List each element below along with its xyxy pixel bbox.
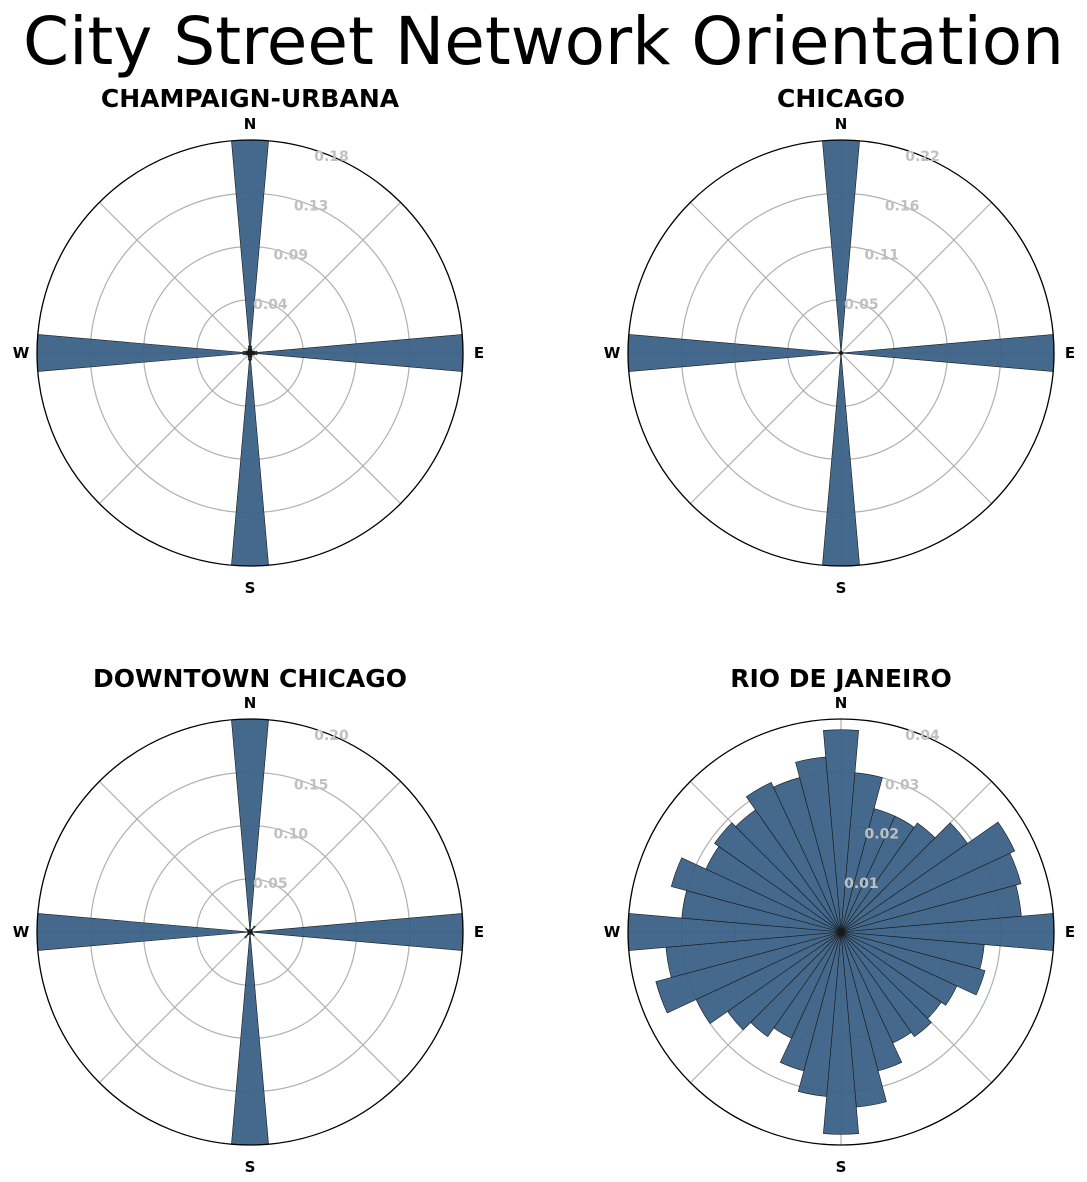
panel-title: CHICAGO — [777, 84, 905, 113]
orientation-bar — [823, 931, 859, 1135]
radial-tick-label: 0.09 — [274, 248, 309, 264]
radial-tick-label: 0.04 — [253, 297, 288, 313]
orientation-bar — [840, 821, 1016, 933]
grid-spoke — [249, 780, 402, 933]
orientation-bar — [840, 931, 986, 996]
orientation-bar — [247, 345, 251, 354]
orientation-bar — [249, 929, 251, 933]
orientation-bar — [670, 857, 842, 933]
compass-label: S — [245, 579, 256, 597]
orientation-bar — [249, 913, 464, 951]
compass-label: N — [835, 694, 848, 712]
compass-label: N — [244, 694, 257, 712]
panel-title: RIO DE JANEIRO — [730, 664, 952, 693]
grid-spoke — [98, 931, 251, 1084]
grid-spoke — [840, 201, 993, 354]
radial-tick-label: 0.05 — [844, 297, 879, 313]
orientation-bar — [655, 931, 842, 1014]
compass-label: W — [604, 923, 621, 941]
panel-title: CHAMPAIGN-URBANA — [101, 84, 400, 113]
outer-circle — [627, 139, 1055, 567]
panel-title: DOWNTOWN CHICAGO — [93, 664, 407, 693]
orientation-bar — [795, 756, 842, 933]
grid-spoke — [689, 352, 842, 505]
polar-plot: 0.05 0.10 0.15 0.20 N E S W — [13, 694, 484, 1176]
orientation-bar — [840, 852, 1022, 933]
orientation-bar — [231, 352, 269, 567]
orientation-bar — [840, 931, 932, 1038]
compass-label: N — [835, 115, 848, 133]
orientation-bar — [797, 931, 842, 1097]
orientation-bar — [823, 729, 859, 933]
orientation-bar — [231, 931, 269, 1146]
panel-champaign-urbana: CHAMPAIGN-URBANA 0.04 0.09 0.13 0.18 N E S W — [13, 84, 484, 597]
radial-tick-label: 0.01 — [844, 876, 879, 892]
panel-chicago: CHICAGO 0.05 0.11 0.16 0.22 N E S W — [604, 84, 1075, 597]
orientation-bar — [36, 913, 251, 951]
grid-spoke — [689, 201, 842, 354]
radial-tick-label: 0.10 — [274, 827, 309, 843]
orientation-bar — [231, 139, 269, 354]
orientation-bar — [231, 718, 269, 933]
radial-tick-label: 0.16 — [885, 198, 920, 214]
orientation-bar — [745, 781, 842, 933]
compass-label: S — [836, 1158, 847, 1176]
compass-label: E — [474, 923, 484, 941]
radial-tick-label: 0.22 — [905, 149, 940, 165]
orientation-bar — [822, 139, 860, 354]
radial-tick-label: 0.13 — [294, 198, 329, 214]
outer-circle — [36, 139, 464, 567]
radial-tick-label: 0.05 — [253, 876, 288, 892]
orientation-bar — [249, 334, 464, 372]
grid-spoke — [249, 201, 402, 354]
radial-tick-label: 0.20 — [314, 728, 349, 744]
radial-tick-label: 0.02 — [865, 827, 900, 843]
panel-rio-de-janeiro: RIO DE JANEIRO 0.01 0.02 0.03 0.04 N E S W — [604, 664, 1075, 1176]
grid-spoke — [98, 201, 251, 354]
radial-tick-label: 0.15 — [294, 777, 329, 793]
orientation-bar — [840, 772, 883, 933]
compass-label: E — [474, 344, 484, 362]
radial-tick-label: 0.11 — [865, 248, 900, 264]
radial-tick-label: 0.03 — [885, 777, 920, 793]
compass-label: E — [1065, 344, 1075, 362]
orientation-bar — [714, 822, 842, 933]
grid-spoke — [249, 352, 402, 505]
outer-circle — [36, 718, 464, 1146]
orientation-bar — [840, 931, 958, 1006]
orientation-bar — [840, 350, 842, 354]
orientation-bar — [627, 334, 842, 372]
polar-plot: 0.04 0.09 0.13 0.18 N E S W — [13, 115, 484, 597]
outer-circle — [627, 718, 1055, 1146]
compass-label: S — [836, 579, 847, 597]
grid-spoke — [98, 780, 251, 933]
orientation-bar — [822, 352, 860, 567]
radial-tick-label: 0.18 — [314, 149, 349, 165]
compass-label: W — [13, 344, 30, 362]
compass-label: W — [604, 344, 621, 362]
grid-spoke — [840, 352, 993, 505]
compass-label: W — [13, 923, 30, 941]
compass-label: N — [244, 115, 257, 133]
grid-spoke — [249, 931, 402, 1084]
orientation-bar — [36, 334, 251, 372]
radial-tick-label: 0.04 — [905, 728, 940, 744]
figure-title: City Street Network Orientation — [22, 3, 1064, 80]
orientation-bar — [840, 334, 1055, 372]
orientation-bar — [779, 931, 842, 1072]
polar-plot: 0.05 0.11 0.16 0.22 N E S W — [604, 115, 1075, 597]
compass-label: E — [1065, 923, 1075, 941]
polar-plot: 0.01 0.02 0.03 0.04 N E S W — [604, 694, 1075, 1176]
compass-label: S — [245, 1158, 256, 1176]
grid-spoke — [98, 352, 251, 505]
panel-downtown-chicago: DOWNTOWN CHICAGO 0.05 0.10 0.15 0.20 N E S W — [13, 664, 484, 1176]
